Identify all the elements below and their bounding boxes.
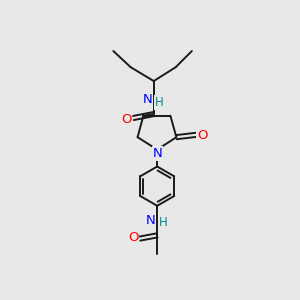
Text: N: N xyxy=(152,147,162,160)
Text: O: O xyxy=(197,129,208,142)
Text: H: H xyxy=(154,96,163,109)
Text: H: H xyxy=(159,216,168,229)
Text: O: O xyxy=(121,113,131,126)
Text: N: N xyxy=(142,93,152,106)
Text: O: O xyxy=(128,231,139,244)
Text: N: N xyxy=(146,214,155,227)
